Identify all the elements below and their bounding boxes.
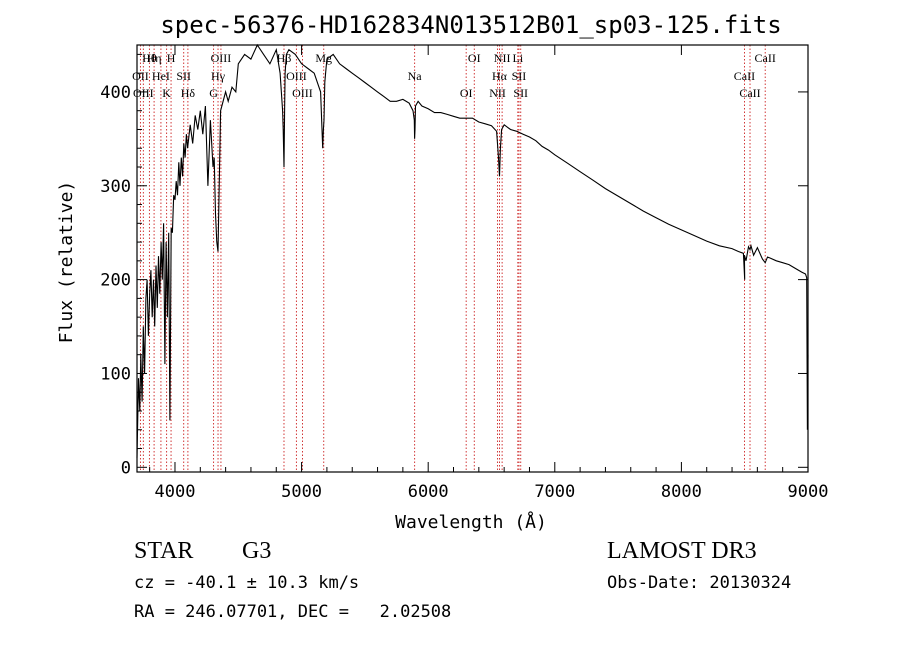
line-marker-label: CaII xyxy=(734,69,755,83)
line-marker-label: CaII xyxy=(739,86,760,100)
line-marker-label: OIII xyxy=(211,51,232,65)
spectral-line-markers xyxy=(139,45,766,472)
line-marker-label: SII xyxy=(512,69,527,83)
x-tick-label: 8000 xyxy=(661,482,702,502)
line-marker-label: G xyxy=(209,86,218,100)
line-marker-label: SII xyxy=(176,69,191,83)
spectral-line-labels: HθOIIOIIIHηHeIKHSIIHδOIIIHγGHβOIIIOIIIMg… xyxy=(132,51,776,100)
redshift-readout: cz = -40.1 ± 10.3 km/s xyxy=(134,573,360,593)
chart-title: spec-56376-HD162834N013512B01_sp03-125.f… xyxy=(160,11,781,39)
line-marker-label: Na xyxy=(408,69,423,83)
y-axis-label: Flux (relative) xyxy=(56,181,77,344)
line-marker-label: H xyxy=(167,51,176,65)
line-marker-label: Hα xyxy=(492,69,508,83)
plot-frame xyxy=(136,44,809,473)
line-marker-label: OI xyxy=(460,86,473,100)
line-marker-label: OIII xyxy=(292,86,313,100)
x-tick-label: 5000 xyxy=(281,482,322,502)
line-marker-label: OIII xyxy=(286,69,307,83)
line-marker-label: NII xyxy=(489,86,506,100)
line-marker-label: K xyxy=(162,86,171,100)
line-marker-label: Mg xyxy=(315,51,332,65)
line-marker-label: Hβ xyxy=(277,51,292,65)
object-subclass: G3 xyxy=(242,538,272,564)
line-marker-label: SII xyxy=(513,86,528,100)
line-marker-label: OII xyxy=(132,69,149,83)
survey-name: LAMOST DR3 xyxy=(607,538,757,564)
line-marker-label: Hθ xyxy=(142,51,157,65)
line-marker-label: HeI xyxy=(152,69,170,83)
x-tick-label: 9000 xyxy=(788,482,829,502)
x-tick-label: 6000 xyxy=(408,482,449,502)
line-marker-label: OIII xyxy=(133,86,154,100)
obs-date: Obs-Date: 20130324 xyxy=(607,573,792,593)
line-marker-label: Li xyxy=(512,51,523,65)
x-tick-label: 4000 xyxy=(155,482,196,502)
line-marker-label: Hδ xyxy=(181,86,196,100)
y-tick-label: 400 xyxy=(100,83,131,103)
coordinates-readout: RA = 246.07701, DEC = 2.02508 xyxy=(134,602,452,622)
spectrum-line xyxy=(136,43,809,458)
y-tick-label: 100 xyxy=(100,364,131,384)
object-class: STAR xyxy=(134,538,194,564)
line-marker-label: OI xyxy=(468,51,481,65)
x-axis: 4000 5000 6000 7000 8000 9000 xyxy=(149,45,829,502)
y-axis: 0 100 200 300 400 xyxy=(100,53,808,478)
y-tick-label: 200 xyxy=(100,271,131,291)
y-tick-label: 0 xyxy=(121,458,131,478)
x-axis-label: Wavelength (Å) xyxy=(395,511,547,533)
line-marker-label: CaII xyxy=(755,51,776,65)
x-tick-label: 7000 xyxy=(534,482,575,502)
line-marker-label: NII xyxy=(494,51,511,65)
y-tick-label: 300 xyxy=(100,177,131,197)
line-marker-label: Hη xyxy=(147,51,162,65)
line-marker-label: Hγ xyxy=(211,69,226,83)
